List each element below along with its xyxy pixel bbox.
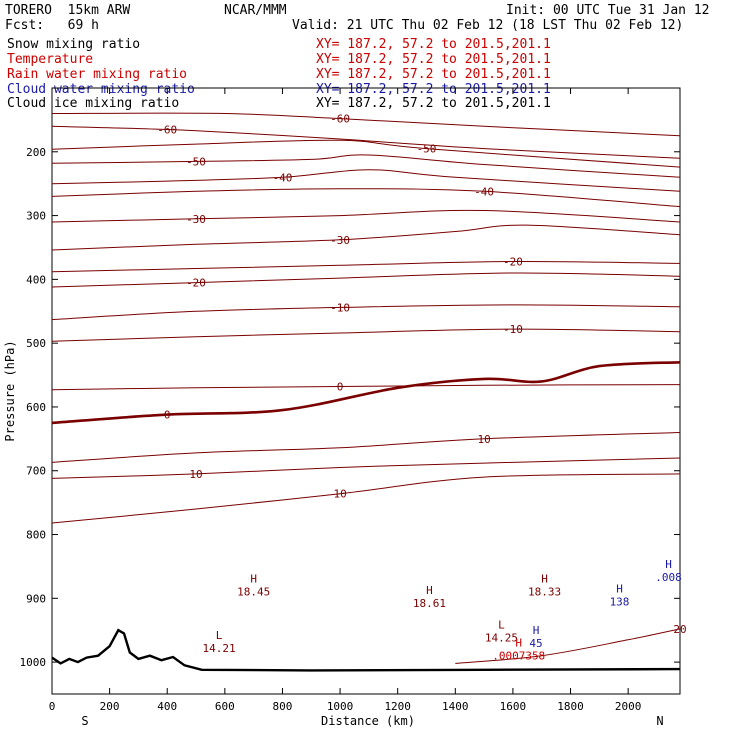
contour-label: 10 [333, 488, 346, 501]
field-name-snow: Snow mixing ratio [7, 37, 141, 52]
field-xy-temperature: XY= 187.2, 57.2 to 201.5,201.1 [316, 52, 551, 67]
valid-time: Valid: 21 UTC Thu 02 Feb 12 (18 LST Thu … [292, 18, 684, 33]
contour-label: 10 [477, 433, 490, 446]
contour-label: -50 [417, 143, 437, 156]
temperature-contour [51, 304, 681, 321]
x-tick-label: 1400 [442, 700, 469, 713]
x-tick-label: 1200 [384, 700, 411, 713]
y-tick-label: 300 [26, 210, 46, 223]
y-tick-label: 800 [26, 529, 46, 542]
extremum-marker: L [216, 629, 223, 642]
extremum-value: 138 [610, 595, 630, 608]
temperature-contour [51, 169, 681, 192]
extremum-marker: H [533, 624, 540, 637]
x-tick-label: 1000 [327, 700, 354, 713]
temperature-contour [51, 432, 681, 463]
extremum-value: 14.21 [203, 642, 236, 655]
contour-label: -30 [330, 234, 350, 247]
x-tick-label: 0 [49, 700, 56, 713]
contour-label: -40 [273, 171, 293, 184]
model-title: TORERO 15km ARW [5, 3, 131, 18]
y-tick-label: 700 [26, 465, 46, 478]
y-tick-label: 900 [26, 592, 46, 605]
contour-label: -20 [186, 277, 206, 290]
terrain-line [51, 628, 681, 672]
contour-label: 10 [189, 468, 202, 481]
x-tick-label: 600 [215, 700, 235, 713]
plot-frame [51, 87, 681, 695]
extremum-marker: L [498, 619, 505, 632]
extremum-marker: H [426, 584, 433, 597]
temperature-contour [51, 224, 681, 251]
contour-label: -60 [330, 113, 350, 126]
temperature-contour [51, 112, 681, 137]
contour-label: -50 [186, 155, 206, 168]
extremum-value: 18.45 [237, 586, 270, 599]
temperature-contour [51, 139, 681, 168]
extremum-marker: H [250, 573, 257, 586]
extremum-marker: H [515, 637, 522, 650]
contour-label: -40 [474, 185, 494, 198]
temperature-contour [455, 628, 681, 664]
init-time: Init: 00 UTC Tue 31 Jan 12 [506, 3, 710, 18]
field-name-cloud-ice: Cloud ice mixing ratio [7, 96, 180, 111]
field-name-rain: Rain water mixing ratio [7, 67, 188, 82]
y-tick-label: 500 [26, 337, 46, 350]
temperature-contour [51, 209, 681, 223]
extremum-value: .008 [655, 571, 682, 584]
extremum-value: 18.33 [528, 586, 561, 599]
y-tick-label: 400 [26, 273, 46, 286]
field-xy-cloud-ice: XY= 187.2, 57.2 to 201.5,201.1 [316, 96, 551, 111]
temperature-contour [51, 188, 681, 208]
contour-label: -30 [186, 213, 206, 226]
temperature-contour [51, 384, 681, 391]
x-tick-label: 2000 [615, 700, 642, 713]
contour-label: 20 [673, 623, 686, 636]
contour-label: -10 [503, 323, 523, 336]
temperature-contour [51, 328, 681, 342]
temperature-contour [51, 361, 681, 425]
south-end-label: S [81, 714, 88, 728]
contour-label: -10 [330, 301, 350, 314]
y-tick-label: 1000 [20, 656, 47, 669]
temperature-contour [51, 260, 681, 273]
x-tick-label: 400 [157, 700, 177, 713]
x-axis-title: Distance (km) [321, 714, 415, 728]
extremum-value: 14.25 [485, 632, 518, 645]
north-end-label: N [656, 714, 663, 728]
extremum-value: .0007358 [492, 650, 545, 663]
y-tick-label: 200 [26, 146, 46, 159]
extremum-value: 45 [529, 637, 542, 650]
y-axis-title: Pressure (hPa) [3, 340, 17, 441]
extremum-value: 18.61 [413, 597, 446, 610]
forecast-hour: Fcst: 69 h [5, 18, 99, 33]
contour-label: -60 [157, 124, 177, 137]
extremum-marker: H [541, 573, 548, 586]
temperature-contour [51, 272, 681, 288]
x-tick-label: 800 [273, 700, 293, 713]
temperature-contour [51, 457, 681, 479]
x-tick-label: 200 [100, 700, 120, 713]
temperature-contour [51, 473, 681, 524]
contour-label: 0 [164, 409, 171, 422]
x-tick-label: 1800 [557, 700, 584, 713]
field-name-cloud-water: Cloud water mixing ratio [7, 82, 195, 97]
center-label: NCAR/MMM [224, 3, 287, 18]
extremum-marker: H [616, 582, 623, 595]
y-tick-label: 600 [26, 401, 46, 414]
field-xy-cloud-water: XY= 187.2, 57.2 to 201.5,201.1 [316, 82, 551, 97]
temperature-contour [51, 125, 681, 159]
field-xy-snow: XY= 187.2, 57.2 to 201.5,201.1 [316, 37, 551, 52]
contour-label: -20 [503, 256, 523, 269]
field-name-temperature: Temperature [7, 52, 94, 67]
x-tick-label: 1600 [500, 700, 527, 713]
extremum-marker: H [665, 558, 672, 571]
field-xy-rain: XY= 187.2, 57.2 to 201.5,201.1 [316, 67, 551, 82]
temperature-contour [51, 154, 681, 178]
contour-label: 0 [337, 381, 344, 394]
